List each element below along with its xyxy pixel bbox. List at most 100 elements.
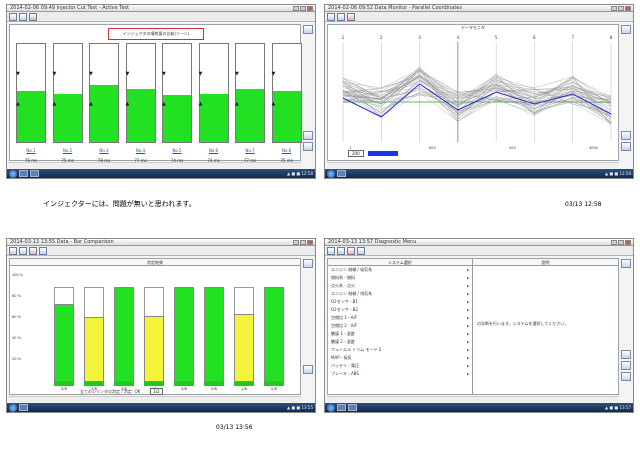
- system-list-item-label: エンジン 制御 / 吸気系: [331, 267, 373, 272]
- injector-label[interactable]: No.5: [172, 148, 182, 153]
- injector-box: ▼ ▲: [89, 43, 119, 143]
- start-icon[interactable]: [327, 403, 335, 412]
- system-list-item[interactable]: O2センサ - B1 ▸: [328, 298, 472, 306]
- stop-icon[interactable]: [347, 12, 355, 21]
- print-icon[interactable]: [621, 372, 631, 381]
- system-list-item[interactable]: ブレーキ - ABS ▸: [328, 370, 472, 378]
- minimize-button[interactable]: [293, 240, 299, 245]
- bar-slot: [144, 287, 164, 382]
- axis-tick-label: 3: [418, 35, 421, 40]
- settings-icon[interactable]: [621, 361, 631, 370]
- taskbar: ▲ ■ ■ 13:57: [325, 403, 633, 412]
- system-list-item[interactable]: エンジン 制御 / 吸気系 ▸: [328, 266, 472, 274]
- window-titlebar: 2014-02-06 09:49 Injector Cut Test - Act…: [7, 5, 315, 12]
- taskbar: ▲ ■ ■ 12:58: [7, 169, 315, 178]
- minimize-button[interactable]: [611, 240, 617, 245]
- system-list-item[interactable]: フューエル トリム モード 2 ▸: [328, 346, 472, 354]
- back-icon[interactable]: [9, 246, 17, 255]
- maximize-button[interactable]: [618, 6, 624, 11]
- settings-icon[interactable]: [621, 142, 631, 151]
- lower-limit-marker: ▲: [52, 101, 57, 107]
- back-icon[interactable]: [327, 12, 335, 21]
- injector-fill: [126, 89, 155, 142]
- injector-label[interactable]: No.3: [99, 148, 109, 153]
- system-list-item-label: MAP - 吸気: [331, 355, 352, 360]
- right-toolbar: [621, 259, 632, 394]
- menu-icon[interactable]: [337, 246, 345, 255]
- refresh-icon[interactable]: [357, 246, 365, 255]
- system-list-item[interactable]: 空燃比 2 - A/F ▸: [328, 322, 472, 330]
- lower-limit-marker: ▲: [125, 101, 130, 107]
- stop-icon[interactable]: [29, 246, 37, 255]
- system-list: エンジン 制御 / 吸気系 ▸ 燃料系 - 燃料 ▸ 点火系 - 点火 ▸ エンジン 制…: [328, 266, 472, 378]
- taskbar-app-icon[interactable]: [348, 404, 357, 411]
- bar-slot: [84, 287, 104, 382]
- back-icon[interactable]: [327, 246, 335, 255]
- help-icon[interactable]: [621, 131, 631, 140]
- bar-fill: [84, 317, 104, 382]
- help-icon[interactable]: [303, 131, 313, 140]
- injector-label[interactable]: No.8: [281, 148, 292, 153]
- list-icon[interactable]: [621, 25, 631, 34]
- injector-label[interactable]: No.7: [245, 148, 255, 153]
- taskbar-app-icon[interactable]: [337, 170, 346, 177]
- taskbar-app-icon[interactable]: [19, 170, 28, 177]
- start-icon[interactable]: [9, 403, 17, 412]
- settings-icon[interactable]: [303, 142, 313, 151]
- help-icon[interactable]: [303, 365, 313, 374]
- chevron-right-icon: ▸: [466, 275, 469, 280]
- system-list-item[interactable]: O2センサ - B2 ▸: [328, 306, 472, 314]
- maximize-button[interactable]: [300, 6, 306, 11]
- maximize-button[interactable]: [300, 240, 306, 245]
- footer-text: 全てのシリンダの判定 / 判定: OK: [80, 388, 141, 394]
- taskbar-app-icon[interactable]: [337, 404, 346, 411]
- highlight-line: [342, 83, 612, 118]
- minimize-button[interactable]: [293, 6, 299, 11]
- injector-value: 77 ms: [134, 158, 147, 163]
- system-list-item[interactable]: MAP - 吸気 ▸: [328, 354, 472, 362]
- injector-label[interactable]: No.1: [26, 148, 36, 153]
- stop-icon[interactable]: [347, 246, 355, 255]
- close-button[interactable]: [625, 6, 631, 11]
- system-list-item[interactable]: 空燃比 1 - A/F ▸: [328, 314, 472, 322]
- minimize-button[interactable]: [611, 6, 617, 11]
- stop-icon[interactable]: [29, 12, 37, 21]
- list-icon[interactable]: [303, 259, 313, 268]
- bar-label: 0/8: [61, 387, 67, 391]
- close-button[interactable]: [625, 240, 631, 245]
- system-list-item[interactable]: バッテリ - 電圧 ▸: [328, 362, 472, 370]
- system-list-item[interactable]: 触媒 2 - 温度 ▸: [328, 338, 472, 346]
- help-icon[interactable]: [621, 350, 631, 359]
- injector-label[interactable]: No.4: [135, 148, 146, 153]
- list-icon[interactable]: [621, 259, 631, 268]
- axis-tick-label: 1: [342, 35, 345, 40]
- start-icon[interactable]: [9, 169, 17, 178]
- injector-label[interactable]: No.6: [208, 148, 219, 153]
- chart-header: データモニタ: [328, 25, 618, 31]
- injector-value: 76 ms: [24, 158, 38, 163]
- injector-fill: [236, 89, 264, 142]
- menu-icon[interactable]: [19, 246, 27, 255]
- list-icon[interactable]: [303, 25, 313, 34]
- menu-icon[interactable]: [19, 12, 27, 21]
- injector-label[interactable]: No.2: [62, 148, 73, 153]
- taskbar-app-icon[interactable]: [19, 404, 28, 411]
- maximize-button[interactable]: [618, 240, 624, 245]
- menu-icon[interactable]: [337, 12, 345, 21]
- upper-limit-marker: ▼: [271, 71, 276, 77]
- system-list-item[interactable]: エンジン 制御 / 排気系 ▸: [328, 290, 472, 298]
- toolbar: [325, 246, 633, 256]
- system-tray: ▲ ■ ■ 12:58: [605, 171, 631, 176]
- system-list-item[interactable]: 点火系 - 点火 ▸: [328, 282, 472, 290]
- print-icon[interactable]: [39, 246, 47, 255]
- taskbar-app-icon[interactable]: [30, 170, 39, 177]
- close-button[interactable]: [307, 240, 313, 245]
- close-button[interactable]: [307, 6, 313, 11]
- injector-box: ▼ ▲: [16, 43, 46, 143]
- description-text: の診断を行います。システムを選択してください。: [477, 321, 569, 326]
- system-list-item[interactable]: 触媒 1 - 温度 ▸: [328, 330, 472, 338]
- start-icon[interactable]: [327, 169, 335, 178]
- system-list-item[interactable]: 燃料系 - 燃料 ▸: [328, 274, 472, 282]
- back-icon[interactable]: [9, 12, 17, 21]
- axis-tick-label: 6: [533, 35, 536, 40]
